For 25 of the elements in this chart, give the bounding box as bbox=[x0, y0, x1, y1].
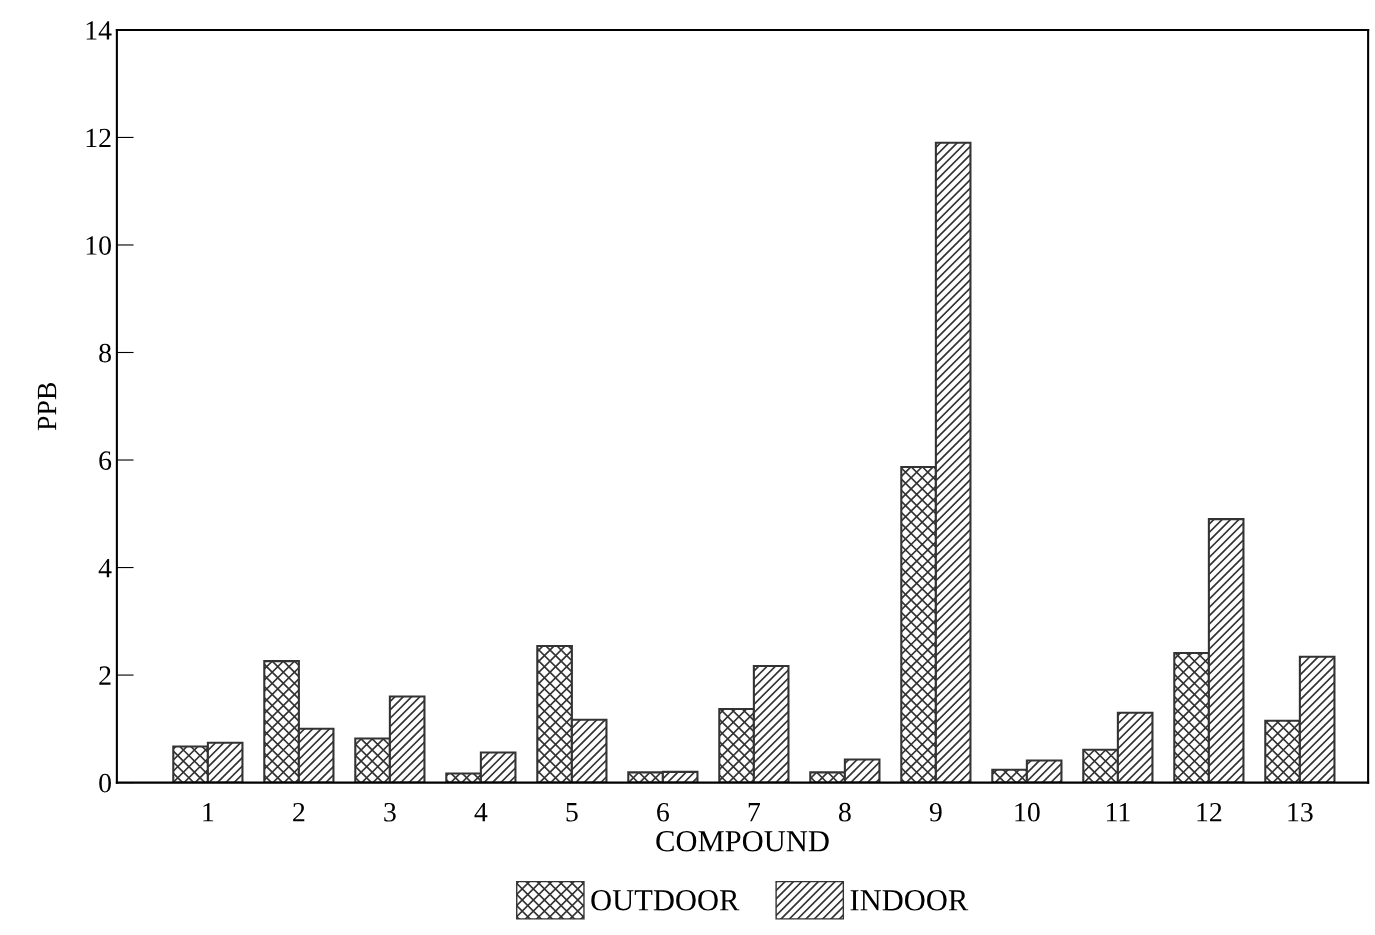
y-tick-label: 14 bbox=[86, 21, 112, 40]
x-tick-label: 11 bbox=[1106, 802, 1130, 822]
y-tick-label: 8 bbox=[99, 343, 111, 363]
x-tick-label: 7 bbox=[748, 803, 761, 822]
y-tick-label: 10 bbox=[86, 236, 111, 255]
x-tick-label: 4 bbox=[474, 803, 488, 822]
y-tick-label: 12 bbox=[86, 128, 111, 148]
x-tick-label: 5 bbox=[566, 803, 578, 822]
x-tick-label: 8 bbox=[838, 802, 851, 822]
legend-label: OUTDOOR bbox=[591, 890, 740, 911]
x-tick-label: 6 bbox=[657, 802, 669, 822]
x-tick-label: 2 bbox=[293, 802, 305, 822]
x-tick-label: 12 bbox=[1197, 802, 1222, 822]
x-axis-title: COMPOUND bbox=[656, 830, 829, 852]
x-tick-label: 3 bbox=[384, 802, 396, 822]
legend-label: INDOOR bbox=[850, 890, 969, 911]
x-tick-label: 9 bbox=[929, 802, 942, 822]
y-tick-label: 6 bbox=[99, 451, 112, 470]
y-tick-label: 0 bbox=[99, 773, 111, 793]
x-tick-label: 13 bbox=[1288, 802, 1313, 822]
y-axis-title: PPB bbox=[37, 382, 57, 431]
y-tick-label: 2 bbox=[99, 666, 111, 685]
y-tick-label: 4 bbox=[98, 558, 112, 578]
x-tick-label: 10 bbox=[1015, 802, 1040, 822]
x-tick-label: 1 bbox=[203, 802, 214, 822]
